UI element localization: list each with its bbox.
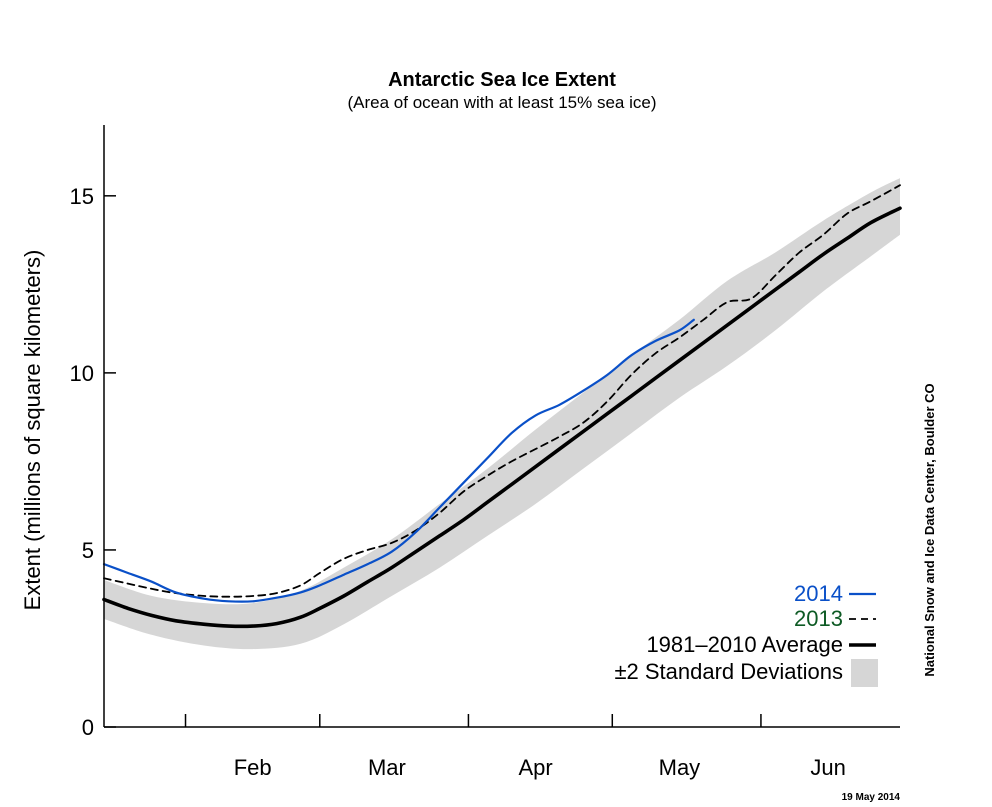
y-tick-label: 10 bbox=[70, 361, 94, 386]
series-layer bbox=[102, 184, 902, 629]
legend-std-band-label: ±2 Standard Deviations bbox=[614, 659, 843, 684]
x-tick-label: Mar bbox=[368, 755, 406, 780]
std-band-layer bbox=[104, 178, 900, 650]
x-tick-label: Jun bbox=[810, 755, 845, 780]
y-tick-label: 15 bbox=[70, 184, 94, 209]
legend-std-band-swatch bbox=[851, 659, 878, 687]
x-tick-label: Apr bbox=[518, 755, 552, 780]
std-band-area bbox=[104, 178, 900, 650]
credit-text: National Snow and Ice Data Center, Bould… bbox=[922, 383, 937, 676]
y-tick-label: 0 bbox=[82, 715, 94, 740]
series-2013-line bbox=[103, 184, 901, 598]
y-tick-label: 5 bbox=[82, 538, 94, 563]
legend-2013-label: 2013 bbox=[794, 606, 843, 631]
date-stamp: 19 May 2014 bbox=[842, 792, 901, 803]
legend-average-label: 1981–2010 Average bbox=[646, 632, 843, 657]
legend-2014-label: 2014 bbox=[794, 581, 843, 606]
chart-subtitle: (Area of ocean with at least 15% sea ice… bbox=[348, 93, 657, 112]
series-2014-line bbox=[102, 318, 695, 603]
chart-title: Antarctic Sea Ice Extent bbox=[388, 69, 616, 91]
series-average-line bbox=[102, 206, 902, 629]
x-tick-label: May bbox=[659, 755, 701, 780]
x-tick-label: Feb bbox=[234, 755, 272, 780]
axes: 0 5 10 15 Feb Mar Apr May Jun bbox=[70, 125, 900, 780]
y-axis-label: Extent (millions of square kilometers) bbox=[20, 250, 45, 611]
